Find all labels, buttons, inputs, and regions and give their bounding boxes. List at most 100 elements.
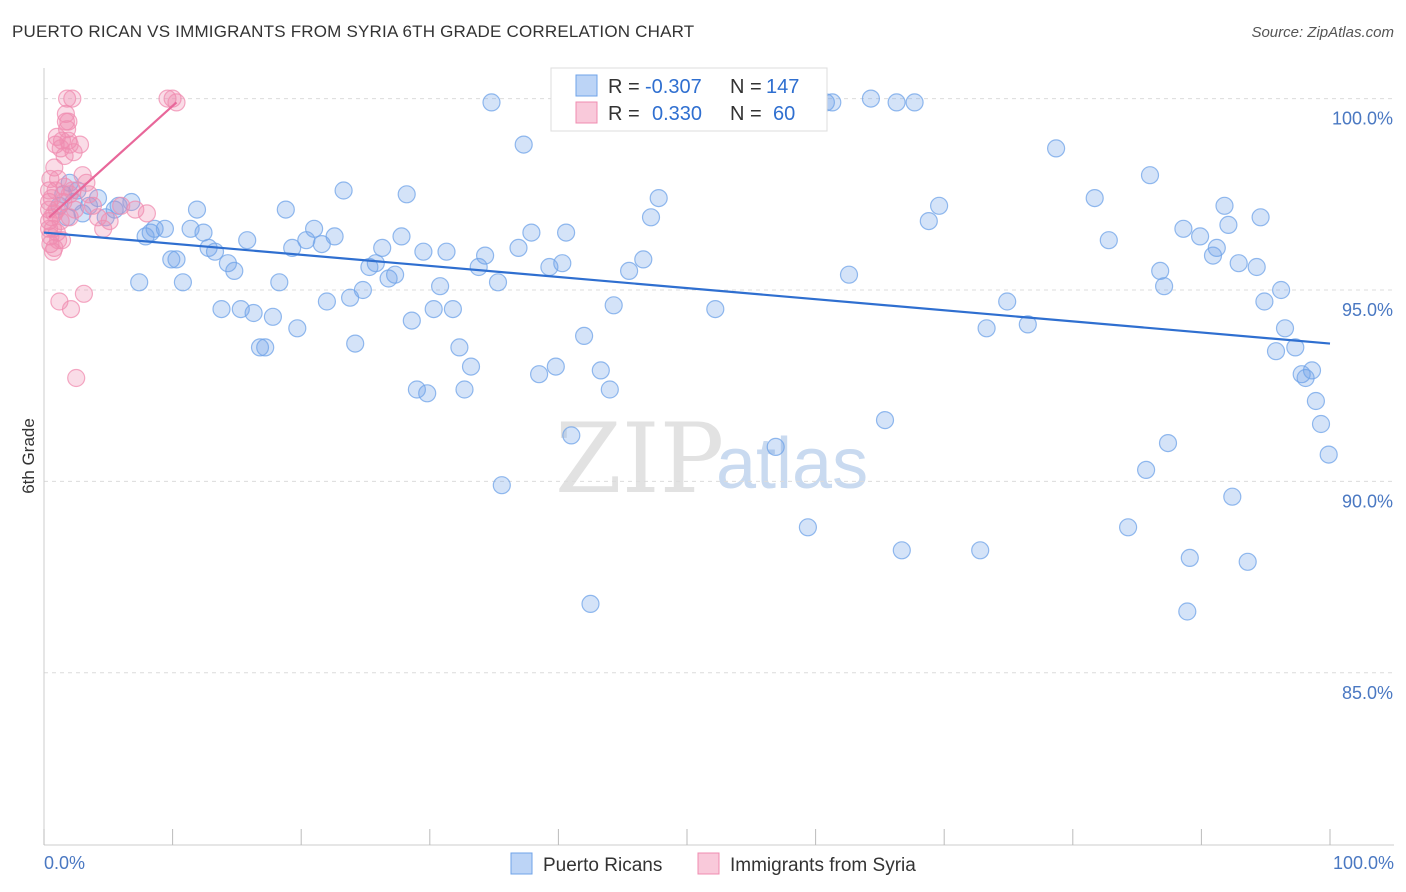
point-puerto-rican-84	[604, 296, 623, 315]
y-tick-label-100: 100.0%	[1332, 109, 1393, 129]
point-puerto-rican-108	[919, 212, 938, 231]
point-puerto-rican-35	[270, 273, 289, 292]
point-puerto-rican-107	[905, 93, 924, 112]
point-syria-55	[126, 200, 145, 219]
legend-n-label-1: N =	[730, 76, 762, 98]
point-puerto-rican-44	[334, 181, 353, 200]
point-puerto-rican-40	[305, 219, 324, 238]
point-puerto-rican-62	[443, 300, 462, 319]
source-credit: Source: ZipAtlas.com	[1251, 24, 1394, 41]
point-puerto-rican-109	[929, 196, 949, 215]
point-puerto-rican-76	[546, 357, 565, 376]
point-puerto-rican-30	[238, 231, 257, 250]
point-puerto-rican-130	[1219, 215, 1238, 234]
legend-swatch-pink	[575, 101, 598, 124]
point-puerto-rican-26	[212, 300, 231, 319]
x-ticks	[43, 829, 1331, 845]
point-puerto-rican-88	[649, 189, 668, 208]
point-puerto-rican-80	[574, 326, 594, 345]
legend-swatch-blue	[575, 74, 598, 97]
point-puerto-rican-129	[1215, 196, 1234, 215]
point-syria-35	[59, 112, 78, 131]
point-puerto-rican-135	[1251, 208, 1270, 227]
y-tick-label-85: 85.0%	[1342, 683, 1393, 703]
chart-title: PUERTO RICAN VS IMMIGRANTS FROM SYRIA 6T…	[12, 22, 695, 41]
point-puerto-rican-55	[402, 311, 421, 330]
point-puerto-rican-104	[875, 411, 895, 430]
point-puerto-rican-54	[397, 185, 416, 204]
watermark-zip: ZIP	[555, 403, 724, 515]
point-puerto-rican-120	[1151, 261, 1170, 280]
point-puerto-rican-47	[353, 280, 372, 300]
point-puerto-rican-119	[1140, 166, 1160, 185]
point-puerto-rican-42	[317, 292, 336, 311]
point-puerto-rican-13	[130, 273, 149, 292]
point-puerto-rican-111	[977, 319, 996, 338]
point-puerto-rican-115	[1085, 189, 1104, 208]
point-puerto-rican-142	[1296, 368, 1315, 388]
legend-n-label-2: N =	[730, 103, 762, 125]
legend-swatch-puerto-ricans	[510, 852, 533, 875]
point-puerto-rican-56	[407, 380, 426, 399]
point-puerto-rican-31	[244, 303, 263, 323]
point-puerto-rican-57	[414, 242, 433, 261]
point-syria-33	[57, 89, 77, 108]
point-puerto-rican-126	[1190, 227, 1210, 246]
point-puerto-rican-113	[1018, 315, 1037, 334]
y-tick-labels: 85.0% 90.0% 95.0% 100.0%	[1332, 109, 1393, 703]
point-puerto-rican-37	[283, 238, 302, 257]
legend-label-syria: Immigrants from Syria	[730, 855, 916, 876]
point-syria-40	[63, 89, 82, 108]
point-puerto-rican-38	[288, 319, 307, 338]
point-puerto-rican-58	[418, 384, 437, 403]
point-syria-32	[57, 120, 77, 139]
point-syria-7	[41, 169, 60, 189]
point-puerto-rican-121	[1154, 277, 1174, 296]
point-syria-44	[67, 368, 86, 388]
point-puerto-rican-43	[325, 227, 344, 246]
point-syria-47	[74, 284, 94, 303]
point-puerto-rican-106	[892, 541, 911, 560]
x-tick-label-max: 100.0%	[1333, 853, 1394, 873]
y-axis-title: 6th Grade	[19, 418, 38, 494]
legend-swatch-syria	[697, 852, 720, 875]
point-puerto-rican-132	[1229, 254, 1248, 273]
legend-label-puerto-ricans: Puerto Ricans	[543, 855, 662, 876]
point-syria-57	[158, 89, 177, 108]
point-puerto-rican-60	[431, 277, 450, 296]
watermark-atlas: atlas	[716, 424, 868, 504]
point-puerto-rican-139	[1275, 319, 1295, 338]
point-puerto-rican-22	[187, 200, 207, 219]
point-syria-56	[137, 204, 156, 223]
point-puerto-rican-87	[641, 208, 661, 227]
point-puerto-rican-33	[256, 338, 275, 357]
correlation-legend: R = -0.307 N = 147 R = 0.330 N = 60	[550, 67, 828, 132]
point-puerto-rican-72	[514, 135, 533, 154]
point-puerto-rican-83	[600, 380, 619, 399]
trend-line-puerto-ricans	[43, 231, 1331, 345]
point-puerto-rican-36	[276, 200, 295, 219]
point-syria-42	[64, 143, 83, 162]
point-puerto-rican-71	[509, 238, 528, 257]
point-puerto-rican-34	[263, 307, 282, 326]
point-syria-39	[61, 300, 81, 319]
legend-r-label-1: R =	[608, 76, 640, 98]
y-tick-label-90: 90.0%	[1342, 491, 1393, 511]
point-puerto-rican-122	[1158, 434, 1178, 453]
y-tick-label-95: 95.0%	[1342, 300, 1393, 320]
series-puerto-ricans	[50, 89, 1338, 621]
point-puerto-rican-85	[619, 261, 639, 280]
point-puerto-rican-49	[366, 254, 385, 273]
point-syria-50	[83, 196, 103, 215]
point-syria-29	[55, 146, 74, 166]
point-syria-53	[100, 212, 119, 231]
legend-n-value-1: 147	[766, 76, 799, 98]
point-puerto-rican-98	[798, 518, 818, 537]
point-puerto-rican-50	[373, 238, 392, 257]
point-puerto-rican-52	[386, 265, 405, 284]
point-puerto-rican-86	[634, 250, 653, 269]
point-puerto-rican-23	[194, 223, 213, 242]
point-puerto-rican-145	[1311, 414, 1331, 434]
point-puerto-rican-118	[1136, 460, 1156, 479]
